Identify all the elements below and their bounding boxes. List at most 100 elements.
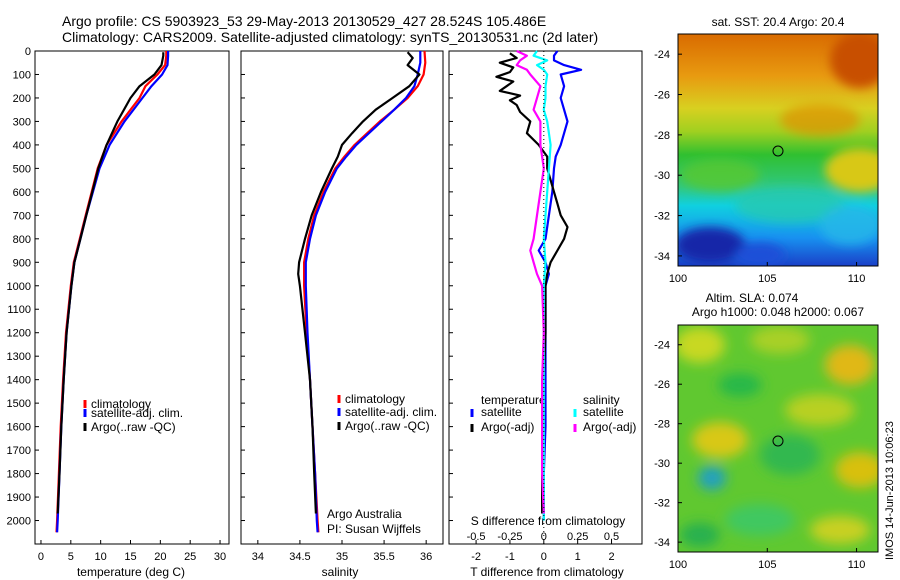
y-tick-label: 1100 [7, 304, 31, 316]
salinity-xlabel: salinity [322, 565, 359, 579]
top-tick-label: 0.25 [567, 531, 588, 543]
difference-legend: temperature salinity satellite Argo(-adj… [470, 393, 636, 434]
figure-title-line2: Climatology: CARS2009. Satellite-adjuste… [62, 29, 599, 45]
y-tick-label: 700 [13, 210, 31, 222]
map-y-tick-label: -34 [654, 251, 670, 263]
sla-map: Altim. SLA: 0.074 Argo h1000: 0.048 h200… [677, 291, 879, 553]
y-tick-label: 400 [13, 140, 31, 152]
x-tick-label: 5 [68, 551, 74, 563]
legend-header-temperature: temperature [481, 393, 546, 407]
y-tick-label: 200 [13, 93, 31, 105]
series-line-salinity-climatology [303, 50, 427, 533]
sst-map-frame [677, 33, 879, 267]
x-tick-label: 34.5 [289, 551, 310, 563]
x-tick-label: 25 [184, 551, 196, 563]
y-tick-label: 300 [13, 116, 31, 128]
map-y-tick-label: -28 [654, 130, 670, 142]
x-tick-label: 0 [38, 551, 44, 563]
difference-panel-frame [448, 50, 643, 545]
y-tick-label: 600 [13, 187, 31, 199]
y-tick-label: 100 [13, 69, 31, 81]
x-tick-label: -2 [471, 551, 481, 563]
x-tick-label: -1 [505, 551, 515, 563]
map-y-tick-label: -28 [654, 419, 670, 431]
salinity-legend: climatology satellite-adj. clim. Argo(..… [337, 392, 437, 433]
map-x-tick-label: 100 [669, 273, 687, 285]
y-tick-label: 900 [13, 257, 31, 269]
y-tick-label: 0 [25, 46, 31, 58]
sla-map-title-line1: Altim. SLA: 0.074 [706, 291, 799, 305]
y-tick-label: 1700 [7, 445, 31, 457]
legend-label-satellite: satellite-adj. clim. [91, 406, 183, 420]
y-tick-label: 1500 [7, 398, 31, 410]
x-tick-label: 15 [124, 551, 136, 563]
y-tick-label: 2000 [7, 516, 31, 528]
legend-label-sal-argo: Argo(-adj) [583, 420, 636, 434]
map-y-tick-label: -24 [654, 49, 670, 61]
x-tick-label: 20 [154, 551, 166, 563]
legend-label-satellite: satellite-adj. clim. [345, 405, 437, 419]
legend-label-climatology: climatology [345, 392, 405, 406]
map-x-tick-label: 110 [848, 559, 866, 571]
series-line-differences-argo-adj- [515, 50, 545, 514]
sst-argo-marker [772, 145, 784, 157]
chart-marks: 0100200300400500600700800900100011001200… [7, 46, 866, 571]
difference-top-xlabel: S difference from climatology [471, 514, 626, 528]
legend-label-argo: Argo(..raw -QC) [91, 420, 176, 434]
sla-argo-marker [772, 435, 784, 447]
legend-header-salinity: salinity [583, 393, 620, 407]
sst-map: sat. SST: 20.4 Argo: 20.4 [677, 15, 879, 267]
map-x-tick-label: 110 [848, 273, 866, 285]
y-tick-label: 1600 [7, 422, 31, 434]
x-tick-label: 34 [252, 551, 264, 563]
x-tick-label: 2 [608, 551, 614, 563]
sst-map-title: sat. SST: 20.4 Argo: 20.4 [712, 15, 845, 29]
map-y-tick-label: -32 [654, 498, 670, 510]
y-tick-label: 1900 [7, 492, 31, 504]
x-tick-label: 35 [336, 551, 348, 563]
difference-xlabel: T difference from climatology [470, 565, 624, 579]
legend-label-sal-satellite: satellite [583, 405, 624, 419]
y-tick-label: 1200 [7, 328, 31, 340]
map-x-tick-label: 105 [758, 273, 776, 285]
series-line-temperature-satellite-adj-clim- [56, 51, 170, 533]
y-tick-label: 1300 [7, 351, 31, 363]
series-line-differences-argo-adj- [495, 52, 569, 514]
y-tick-label: 800 [13, 234, 31, 246]
y-tick-label: 1000 [7, 281, 31, 293]
figure-title-line1: Argo profile: CS 5903923_53 29-May-2013 … [62, 13, 547, 29]
map-y-tick-label: -24 [654, 340, 670, 352]
series-line-temperature-climatology [55, 51, 168, 533]
map-y-tick-label: -26 [654, 379, 670, 391]
legend-label-temp-satellite: satellite [481, 405, 522, 419]
sla-map-title-line2: Argo h1000: 0.048 h2000: 0.067 [692, 305, 864, 319]
temperature-legend: climatology satellite-adj. clim. Argo(..… [83, 397, 183, 434]
map-y-tick-label: -30 [654, 170, 670, 182]
credit-pi: PI: Susan Wijffels [327, 522, 421, 536]
y-tick-label: 500 [13, 163, 31, 175]
map-y-tick-label: -26 [654, 90, 670, 102]
map-y-tick-label: -30 [654, 458, 670, 470]
salinity-panel-frame [240, 50, 444, 545]
x-tick-label: 35.5 [373, 551, 394, 563]
temperature-panel-frame [34, 50, 230, 545]
map-x-tick-label: 105 [758, 559, 776, 571]
top-tick-label: 0 [541, 531, 547, 543]
temperature-xlabel: temperature (deg C) [77, 565, 185, 579]
legend-label-argo: Argo(..raw -QC) [345, 419, 430, 433]
x-tick-label: 30 [214, 551, 226, 563]
map-y-tick-label: -34 [654, 537, 670, 549]
x-tick-label: 1 [575, 551, 581, 563]
map-y-tick-label: -32 [654, 211, 670, 223]
y-tick-label: 1400 [7, 375, 31, 387]
legend-label-temp-argo: Argo(-adj) [481, 420, 534, 434]
top-tick-label: 0.5 [604, 531, 619, 543]
series-line-temperature-argo-raw-qc- [56, 52, 165, 514]
series-line-salinity-argo-raw-qc- [297, 51, 421, 514]
x-tick-label: 10 [95, 551, 107, 563]
sla-map-frame [677, 324, 879, 553]
x-tick-label: 36 [420, 551, 432, 563]
x-tick-label: 0 [541, 551, 547, 563]
top-tick-label: -0.25 [497, 531, 522, 543]
